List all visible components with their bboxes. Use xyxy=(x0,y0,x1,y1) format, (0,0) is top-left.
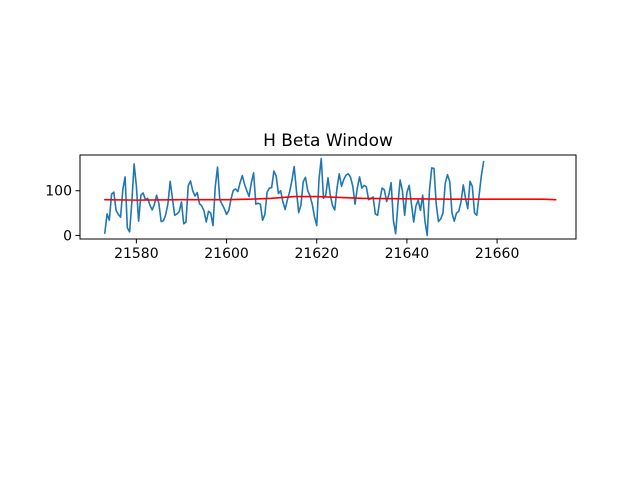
x-tick-label-21600: 21600 xyxy=(204,246,249,262)
axes-frame xyxy=(79,154,577,240)
series-line-1 xyxy=(104,195,557,201)
x-tick-label-21640: 21640 xyxy=(385,246,430,262)
x-tick-label-21660: 21660 xyxy=(475,246,520,262)
x-tick-label-21620: 21620 xyxy=(294,246,339,262)
series-line-0 xyxy=(104,157,485,237)
series-layer xyxy=(104,157,557,237)
y-tick-label-100: 100 xyxy=(45,184,72,200)
y-axis-ticks: 0 100 xyxy=(45,184,80,244)
x-tick-label-21580: 21580 xyxy=(114,246,159,262)
x-axis-ticks: 21580 21600 21620 21640 21660 xyxy=(114,239,519,262)
y-tick-label-0: 0 xyxy=(63,228,72,244)
chart-title: H Beta Window xyxy=(263,131,393,151)
plot-area xyxy=(79,154,577,240)
